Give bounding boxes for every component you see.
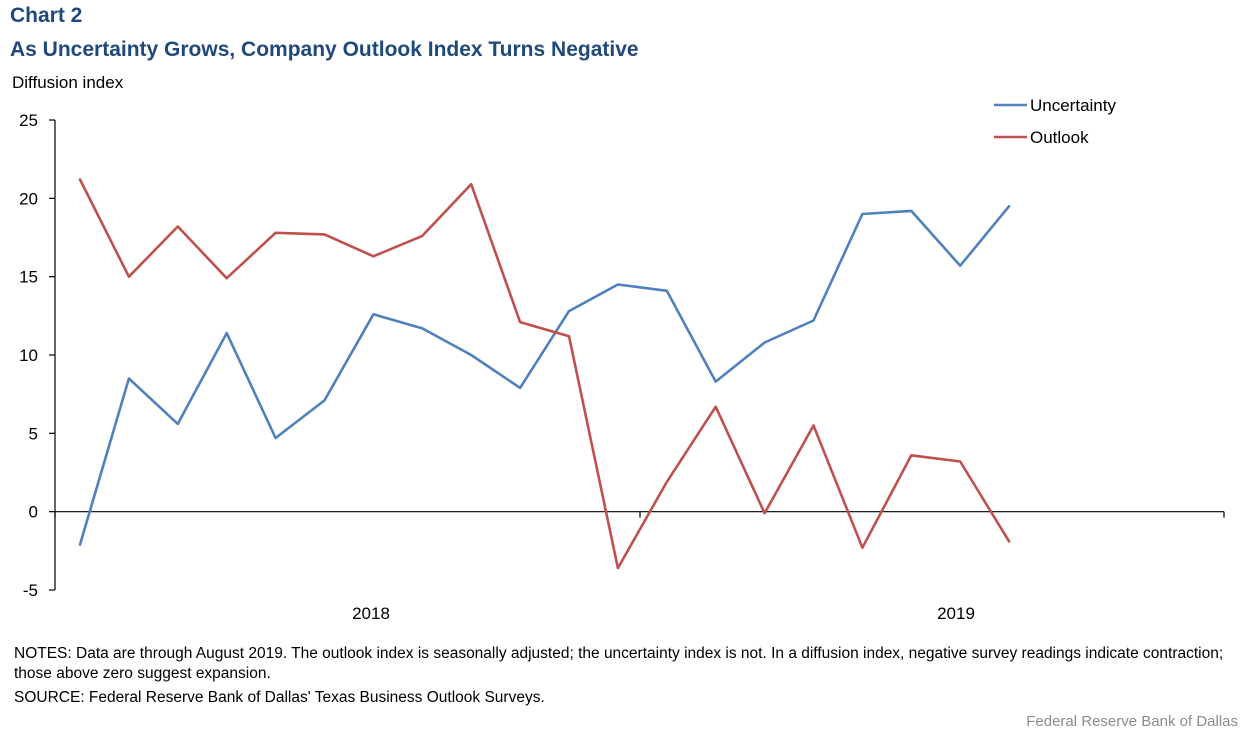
y-tick-label: 15 (19, 268, 38, 287)
chart-number-label: Chart 2 (10, 4, 83, 27)
credit-line: Federal Reserve Bank of Dallas (1026, 713, 1238, 730)
y-tick-label: 0 (29, 503, 38, 522)
chart-lines (78, 178, 1011, 570)
series-line-uncertainty (78, 204, 1011, 546)
chart-notes: NOTES: Data are through August 2019. The… (14, 645, 1224, 682)
chart-source: SOURCE: Federal Reserve Bank of Dallas' … (14, 689, 545, 706)
legend-label-uncertainty: Uncertainty (1030, 96, 1116, 115)
chart-axes: -5 0 5 10 15 20 25 2018 2019 (19, 111, 1225, 623)
legend-label-outlook: Outlook (1030, 128, 1089, 147)
line-chart: -5 0 5 10 15 20 25 2018 2019 Uncertainty Outlook (19, 96, 1225, 623)
x-year-label: 2019 (937, 604, 975, 623)
y-tick-label: 5 (29, 424, 38, 443)
y-tick-label: 20 (19, 189, 38, 208)
y-tick-label: 10 (19, 346, 38, 365)
chart-title: As Uncertainty Grows, Company Outlook In… (10, 38, 639, 61)
y-tick-label: 25 (19, 111, 38, 130)
y-axis-label: Diffusion index (12, 73, 124, 92)
x-year-label: 2018 (352, 604, 390, 623)
y-tick-label: -5 (23, 581, 38, 600)
chart-legend: Uncertainty Outlook (994, 96, 1116, 147)
series-line-outlook (78, 178, 1011, 570)
